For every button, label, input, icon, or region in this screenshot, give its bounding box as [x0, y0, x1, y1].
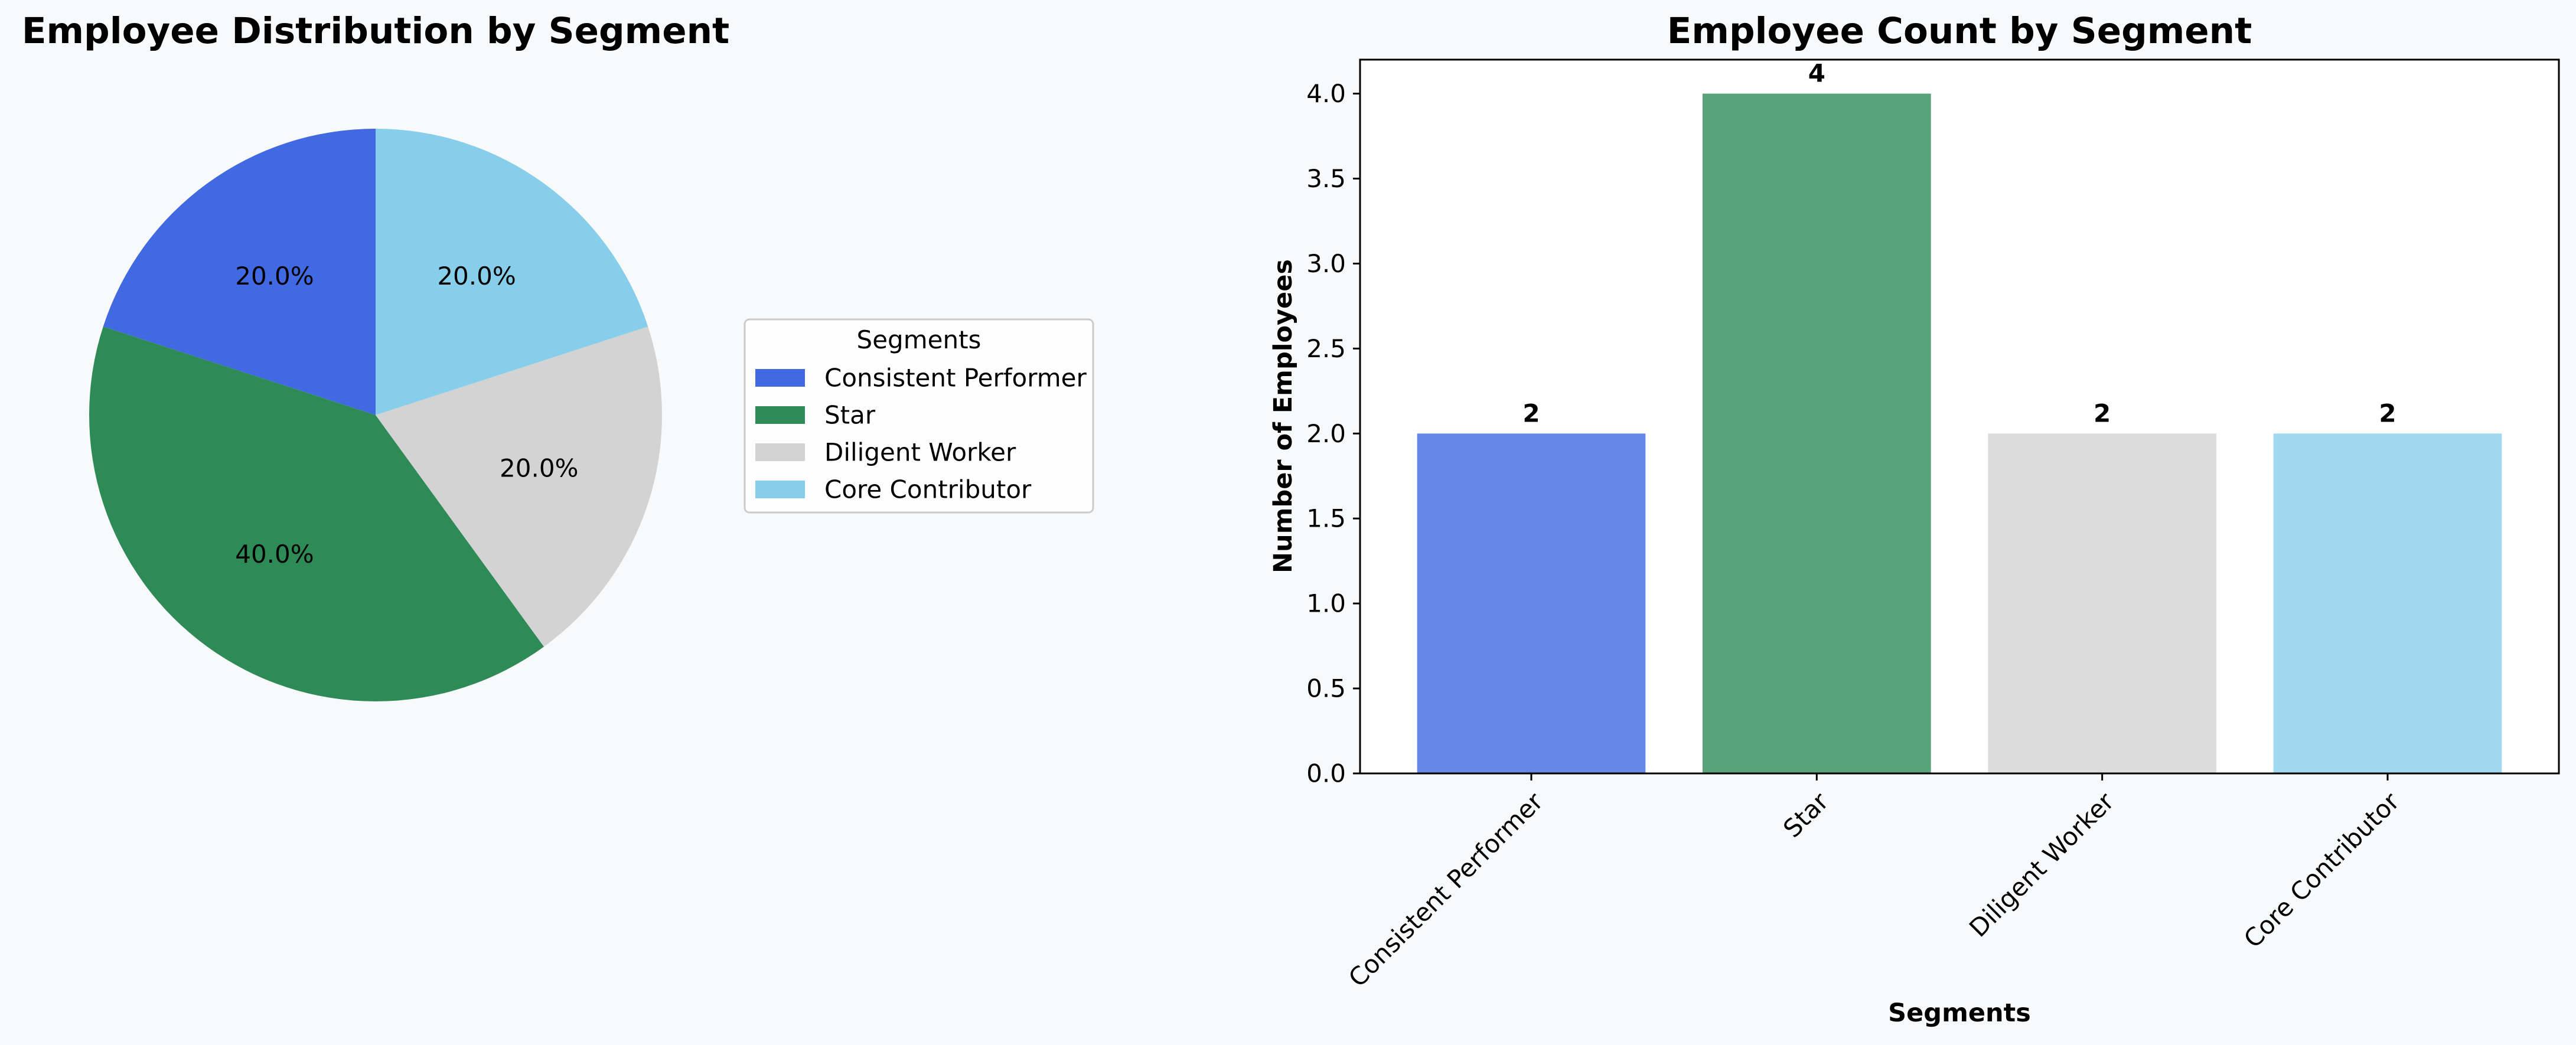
pie-slice-core-contributor [376, 129, 648, 415]
x-axis-label: Segments [1888, 998, 2031, 1028]
legend-title: Segments [857, 325, 982, 354]
bar-value-label-star: 4 [1808, 59, 1825, 88]
legend-label-diligent-worker: Diligent Worker [824, 438, 1016, 467]
bar-value-label-diligent-worker: 2 [2094, 399, 2111, 427]
bar-value-label-consistent-performer: 2 [1522, 399, 1540, 427]
legend-label-core-contributor: Core Contributor [824, 475, 1032, 504]
y-tick-label-2-0: 2.0 [1306, 419, 1346, 448]
bar-core-contributor [2273, 433, 2502, 773]
legend-label-star: Star [824, 401, 876, 430]
pie-percent-label-core-contributor: 20.0% [437, 262, 516, 290]
legend-label-consistent-performer: Consistent Performer [824, 364, 1087, 393]
pie-percent-label-diligent-worker: 20.0% [500, 453, 578, 482]
pie-percent-labels: 20.0% 40.0% 20.0% 20.0% [235, 262, 578, 569]
bar-chart-panel: Employee Count by Segment 2 4 2 2 0.0 0.5 1.0… [1269, 10, 2560, 1028]
bar-star [1703, 93, 1931, 773]
y-tick-label-0-0: 0.0 [1306, 759, 1346, 788]
pie-legend: Segments Consistent Performer Star Diligen… [744, 318, 1094, 514]
pie-chart-title: Employee Distribution by Segment [22, 10, 729, 52]
y-tick-label-3-0: 3.0 [1306, 249, 1346, 278]
pie-percent-label-consistent-performer: 20.0% [235, 262, 314, 290]
y-tick-label-0-5: 0.5 [1306, 674, 1346, 703]
y-axis-ticks: 0.0 0.5 1.0 1.5 2.0 2.5 3.0 3.5 4.0 [1306, 79, 1360, 788]
pie-slice-consistent-performer [103, 129, 376, 415]
y-tick-label-2-5: 2.5 [1306, 334, 1346, 363]
legend-swatch-star [755, 406, 805, 424]
pie-percent-label-star: 40.0% [235, 540, 314, 569]
pie-slice-diligent-worker [376, 326, 662, 647]
bar-diligent-worker [1988, 433, 2216, 773]
y-tick-label-3-5: 3.5 [1306, 164, 1346, 193]
pie-chart-panel: Employee Distribution by Segment 20.0% 40… [22, 10, 1094, 701]
bar-chart-title: Employee Count by Segment [1667, 10, 2252, 52]
pie-slices [89, 129, 662, 701]
legend-items: Consistent Performer Star Diligent Worker C… [755, 364, 1087, 504]
pie-slice-star [89, 326, 544, 701]
plot-frame [1359, 58, 2560, 775]
legend-swatch-core-contributor [755, 481, 805, 498]
y-tick-label-1-5: 1.5 [1306, 504, 1346, 533]
bars [1417, 93, 2502, 773]
y-tick-label-4-0: 4.0 [1306, 79, 1346, 108]
bar-consistent-performer [1417, 433, 1646, 773]
y-axis-label: Number of Employees [1269, 259, 1298, 573]
legend-swatch-consistent-performer [755, 369, 805, 387]
legend-swatch-diligent-worker [755, 443, 805, 461]
bar-value-labels: 2 4 2 2 [1522, 59, 2396, 428]
legend-frame [744, 318, 1094, 514]
y-tick-label-1-0: 1.0 [1306, 589, 1346, 618]
bar-value-label-core-contributor: 2 [2379, 399, 2396, 427]
